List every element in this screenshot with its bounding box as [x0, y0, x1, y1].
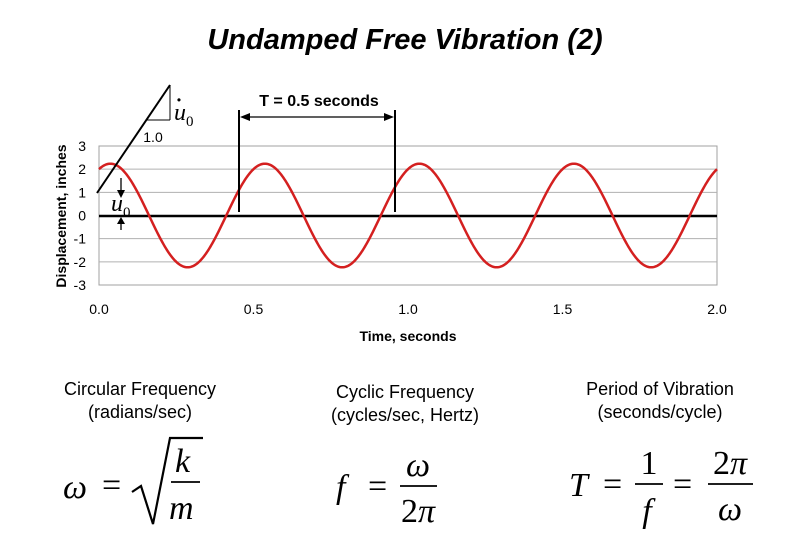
x-tick-label: 1.5: [553, 301, 573, 317]
denominator-m: m: [169, 490, 194, 527]
equals-sign-1: =: [603, 466, 622, 503]
denominator-omega: ω: [718, 491, 742, 528]
displacement-chart: 3 2 1 0 -1 -2 -3 0.0 0.5 1.0 1.5 2.0 Displacement,…: [53, 84, 727, 344]
slope-line: [96, 84, 171, 194]
equals-sign: =: [368, 468, 387, 505]
period-caption: Period of Vibration (seconds/cycle): [586, 379, 734, 422]
slope-run-label: 1.0: [143, 129, 163, 145]
square-root-sign: [131, 436, 203, 525]
y-tick-label: -2: [74, 254, 87, 270]
velocity-dot-mark: •: [177, 93, 181, 107]
circular-frequency-caption: Circular Frequency (radians/sec): [63, 379, 217, 422]
arrow-down-head: [117, 190, 125, 198]
x-tick-label: 1.0: [398, 301, 418, 317]
numerator-k: k: [175, 443, 191, 480]
initial-velocity-symbol: u0: [174, 100, 194, 130]
numerator-one: 1: [641, 445, 658, 482]
y-tick-labels: 3 2 1 0 -1 -2 -3: [74, 138, 87, 293]
y-tick-label: -3: [74, 277, 87, 293]
x-tick-label: 2.0: [707, 301, 727, 317]
omega-symbol: ω: [63, 469, 87, 506]
f-symbol: f: [336, 469, 350, 506]
series-line: [98, 162, 718, 269]
cyclic-frequency-equation: f = ω 2π: [336, 447, 437, 530]
x-tick-label: 0.0: [89, 301, 109, 317]
y-tick-label: 3: [78, 138, 86, 154]
period-equation: T = 1 f = 2π ω: [569, 445, 753, 530]
y-tick-label: 0: [78, 208, 86, 224]
slide-title: Undamped Free Vibration (2): [207, 24, 603, 56]
denominator-two-pi: 2π: [401, 493, 436, 530]
numerator-two-pi: 2π: [713, 445, 748, 482]
T-symbol: T: [569, 467, 590, 504]
numerator-omega: ω: [406, 447, 430, 484]
equals-sign-2: =: [673, 466, 692, 503]
y-axis-label: Displacement, inches: [53, 144, 69, 287]
equals-sign: =: [102, 467, 121, 504]
period-arrow-left: [240, 113, 250, 121]
y-tick-label: 2: [78, 161, 86, 177]
x-tick-label: 0.5: [244, 301, 264, 317]
y-tick-label: -1: [74, 231, 87, 247]
period-arrow-right: [384, 113, 394, 121]
circular-frequency-equation: ω = k m: [63, 436, 203, 527]
denominator-f: f: [642, 493, 656, 530]
initial-displacement-symbol: u0: [111, 191, 131, 221]
cyclic-frequency-caption: Cyclic Frequency (cycles/sec, Hertz): [330, 382, 480, 425]
arrow-up-head: [117, 217, 125, 224]
x-axis-label: Time, seconds: [359, 328, 456, 344]
x-tick-labels: 0.0 0.5 1.0 1.5 2.0: [89, 301, 727, 317]
period-label: T = 0.5 seconds: [259, 93, 379, 110]
y-tick-label: 1: [78, 184, 86, 200]
